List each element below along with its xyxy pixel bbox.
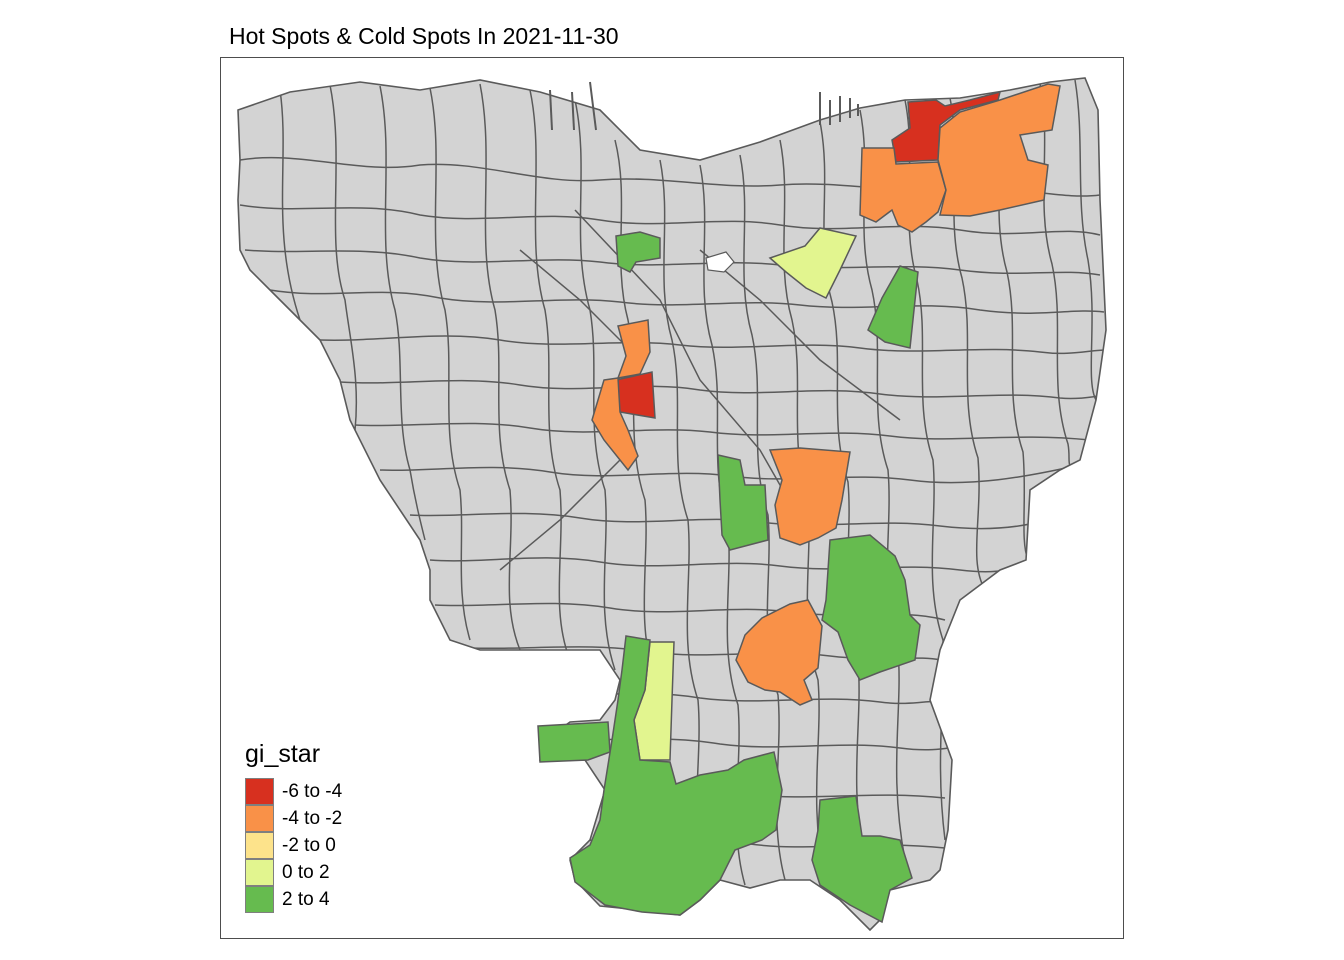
- legend-swatch: [245, 778, 274, 805]
- district-green-southwest: [537, 721, 611, 763]
- map-title: Hot Spots & Cold Spots In 2021-11-30: [229, 23, 619, 49]
- lake-patch: [705, 251, 735, 273]
- district-green-north-a: [615, 231, 661, 273]
- legend-item: 0 to 2: [245, 859, 342, 886]
- class-minus4-minus2: [591, 83, 1061, 706]
- port-piers: [549, 81, 859, 131]
- legend-swatch: [245, 805, 274, 832]
- class-2-4: [537, 231, 921, 924]
- district-green-north-b: [867, 265, 919, 349]
- legend-item: -2 to 0: [245, 832, 342, 859]
- district-green-southeast: [811, 795, 913, 924]
- district-north-orange-a: [859, 147, 947, 233]
- district-center-orange-a: [616, 319, 651, 379]
- district-south-orange-a: [735, 599, 823, 706]
- legend-item: -6 to -4: [245, 778, 342, 805]
- legend-item: 2 to 4: [245, 886, 342, 913]
- district-east-orange-a: [768, 447, 851, 546]
- legend-title: gi_star: [245, 740, 321, 768]
- district-green-south: [569, 635, 783, 916]
- legend-items: -6 to -4 -4 to -2 -2 to 0 0 to 2 2 to 4: [245, 778, 342, 913]
- legend-label: -4 to -2: [282, 808, 343, 829]
- district-green-center: [717, 454, 769, 551]
- district-center-orange-b: [591, 377, 639, 472]
- legend-swatch: [245, 886, 274, 913]
- district-hotspot-north-a: [891, 90, 1002, 163]
- legend-label: 2 to 4: [282, 889, 330, 910]
- legend-label: 0 to 2: [282, 862, 330, 883]
- legend-label: -6 to -4: [282, 781, 343, 802]
- legend-item: -4 to -2: [245, 805, 342, 832]
- legend: gi_star -6 to -4 -4 to -2 -2 to 0 0 to 2 2 t…: [245, 742, 342, 913]
- district-green-east: [821, 534, 921, 681]
- class-minus6-minus4: [615, 90, 1002, 419]
- legend-swatch: [245, 832, 274, 859]
- legend-swatch: [245, 859, 274, 886]
- district-hotspot-center: [615, 371, 656, 419]
- legend-label: -2 to 0: [282, 835, 336, 856]
- district-light-north: [768, 227, 858, 300]
- district-north-orange-b: [937, 83, 1061, 217]
